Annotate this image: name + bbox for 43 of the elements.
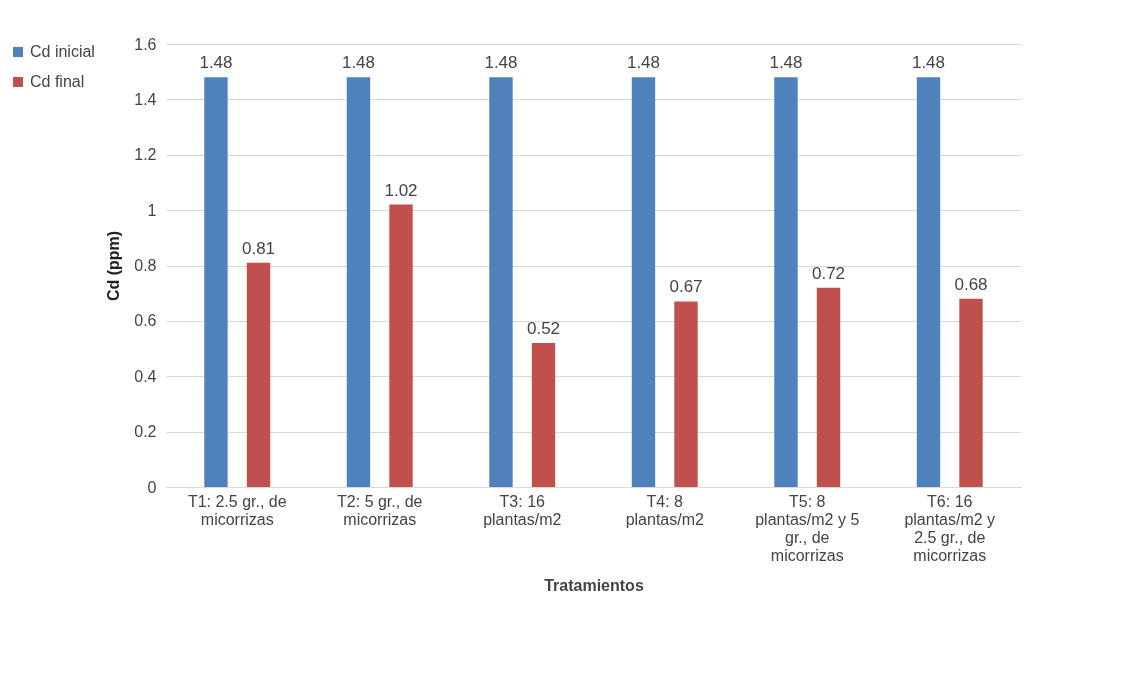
y-tick-label: 1.6 <box>134 35 157 53</box>
y-tick-label: 1 <box>147 201 157 219</box>
data-label: 0.68 <box>954 274 988 294</box>
x-tick-label: T3: 16 plantas/m2 <box>483 492 562 528</box>
x-tick-label: T4: 8 plantas/m2 <box>625 492 704 528</box>
data-label: 0.81 <box>241 238 276 258</box>
data-label: 1.48 <box>199 53 233 73</box>
y-tick-label: 0 <box>147 478 157 496</box>
bar <box>916 77 941 487</box>
bar <box>674 301 698 487</box>
x-tick-label: T1: 2.5 gr., de micorrizas <box>187 492 287 528</box>
bar <box>531 343 556 487</box>
bar <box>959 298 983 487</box>
data-label: 1.48 <box>769 53 803 73</box>
y-tick-label: 0.4 <box>134 367 157 385</box>
data-label: 1.48 <box>626 53 661 73</box>
y-tick-label: 0.6 <box>134 312 157 330</box>
bar <box>489 77 513 487</box>
data-label: 1.48 <box>911 53 946 73</box>
legend-label: Cd inicial <box>30 43 95 60</box>
bar <box>774 77 798 487</box>
y-tick-label: 0.8 <box>134 257 157 274</box>
legend-label: Cd final <box>30 73 85 90</box>
bar <box>816 287 841 487</box>
y-tick-label: 1.4 <box>134 90 157 108</box>
data-label: 1.48 <box>341 53 376 73</box>
y-tick-label: 0.2 <box>134 423 157 441</box>
y-axis-title: Cd (ppm) <box>105 230 123 302</box>
bar <box>389 204 413 487</box>
data-label: 0.52 <box>526 319 561 339</box>
x-tick-label: T6: 16 plantas/m2 y 2.5 gr., de micorrizas <box>904 492 996 564</box>
data-label: 1.02 <box>384 180 418 200</box>
x-axis-title: Tratamientos <box>544 576 644 594</box>
x-tick-label: T2: 5 gr., de micorrizas <box>337 492 423 528</box>
bar <box>204 77 228 487</box>
data-label: 0.72 <box>811 263 846 283</box>
y-tick-label: 1.2 <box>134 146 157 164</box>
data-label: 1.48 <box>484 53 518 73</box>
bar <box>246 262 271 487</box>
data-label: 0.67 <box>669 277 703 297</box>
bar <box>631 77 656 487</box>
x-tick-label: T5: 8 plantas/m2 y 5 gr., de micorrizas <box>755 492 860 564</box>
bar <box>346 77 371 487</box>
